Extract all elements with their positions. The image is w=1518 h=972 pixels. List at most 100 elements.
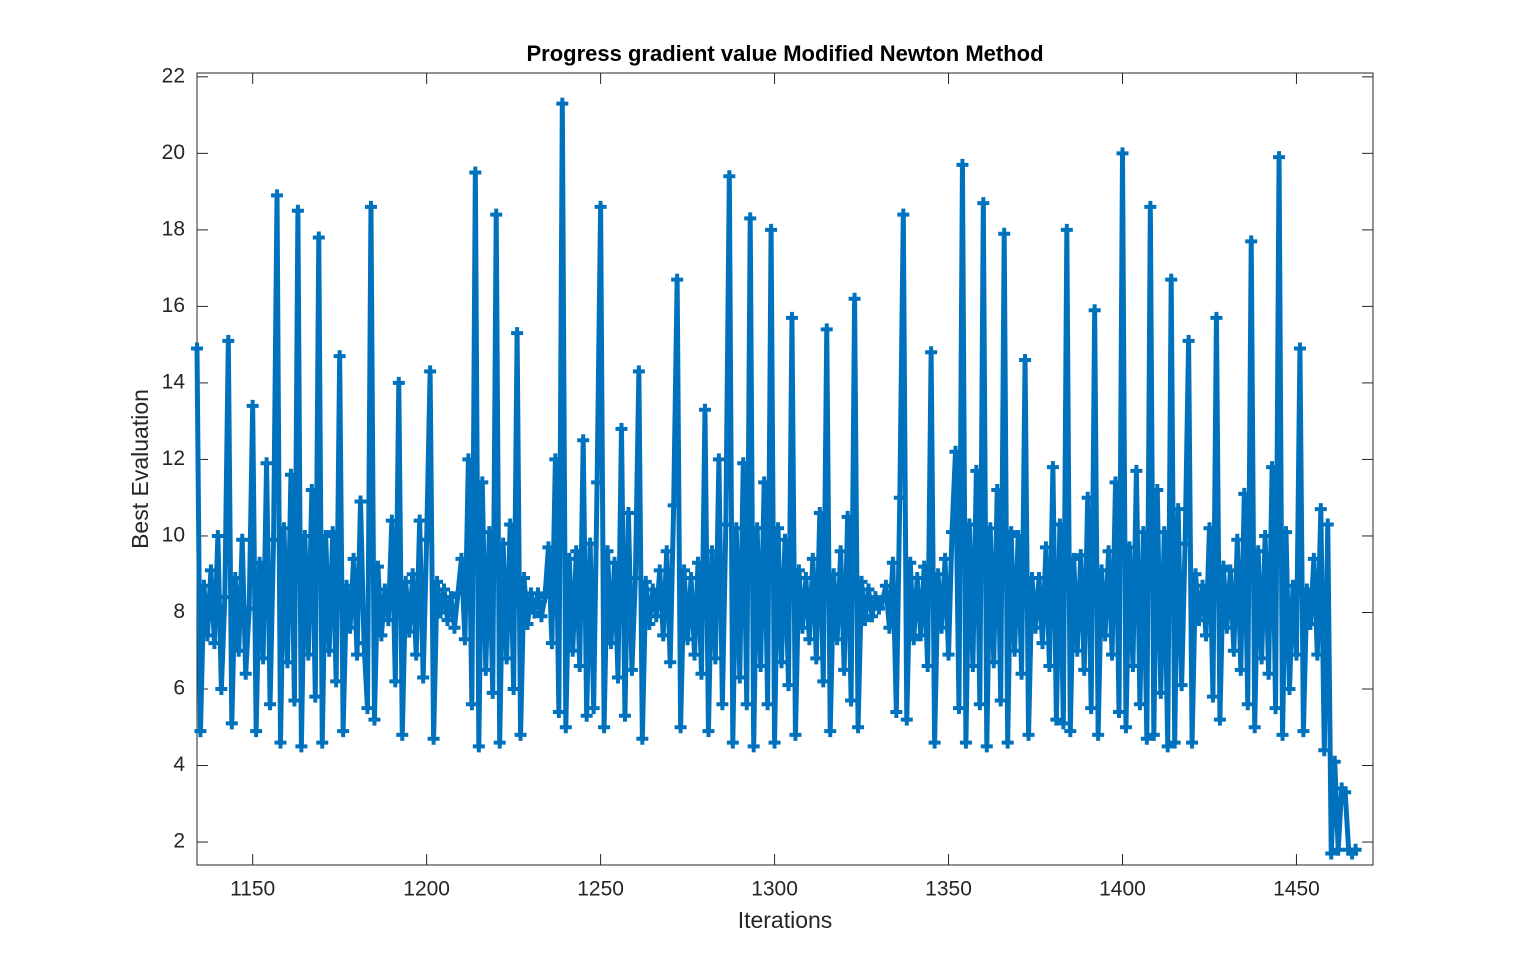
- data-point: [305, 484, 318, 497]
- y-tick-label: 20: [162, 141, 185, 164]
- data-point: [991, 484, 1004, 497]
- data-point: [514, 728, 527, 741]
- data-point: [594, 200, 607, 213]
- data-point: [1276, 728, 1289, 741]
- data-point: [959, 736, 972, 749]
- data-point: [1126, 660, 1139, 673]
- data-point: [277, 522, 290, 535]
- data-point: [897, 208, 910, 221]
- data-line: [194, 101, 1358, 857]
- data-point: [1224, 564, 1237, 577]
- data-point: [1158, 526, 1171, 539]
- data-point: [385, 514, 398, 527]
- data-point: [1182, 334, 1195, 347]
- data-point: [970, 464, 983, 477]
- data-point: [410, 648, 423, 661]
- data-point: [723, 170, 736, 183]
- data-point: [1095, 564, 1108, 577]
- data-point: [1116, 147, 1129, 160]
- data-point: [678, 564, 691, 577]
- data-point: [639, 575, 652, 588]
- data-point: [921, 660, 934, 673]
- data-point: [733, 671, 746, 684]
- data-point: [570, 545, 583, 558]
- y-tick-label: 10: [162, 524, 185, 547]
- data-point: [886, 556, 899, 569]
- data-point: [1252, 545, 1265, 558]
- data-point: [566, 644, 579, 657]
- data-point: [1220, 621, 1233, 634]
- data-point: [1151, 484, 1164, 497]
- data-point: [817, 675, 830, 688]
- data-point: [507, 683, 520, 695]
- data-point: [451, 587, 464, 600]
- y-axis-label: Best Evaluation: [127, 389, 153, 549]
- data-point: [194, 725, 207, 738]
- data-point: [1231, 533, 1244, 546]
- data-point: [1043, 660, 1056, 673]
- data-point: [1255, 652, 1268, 665]
- data-point: [664, 656, 677, 669]
- data-point: [302, 648, 315, 661]
- data-point: [987, 656, 1000, 669]
- data-point: [754, 660, 767, 673]
- data-point: [667, 499, 680, 512]
- y-tick-label: 12: [162, 447, 185, 470]
- data-point: [448, 621, 461, 634]
- data-point: [1175, 679, 1188, 692]
- data-point: [952, 702, 965, 715]
- data-point: [424, 365, 437, 378]
- data-point: [980, 740, 993, 753]
- data-point: [789, 728, 802, 741]
- y-tick-label: 6: [173, 677, 185, 700]
- data-point: [660, 545, 673, 558]
- data-point: [744, 212, 757, 225]
- data-point: [577, 434, 590, 447]
- data-point: [911, 572, 924, 585]
- data-point: [399, 575, 412, 588]
- data-point: [580, 709, 593, 722]
- data-point: [1314, 503, 1327, 516]
- data-point: [469, 166, 482, 179]
- data-point: [1189, 568, 1202, 581]
- data-point: [291, 204, 304, 217]
- data-point: [323, 644, 336, 657]
- data-point: [243, 602, 256, 615]
- data-point: [935, 621, 948, 634]
- data-point: [371, 560, 384, 573]
- data-point: [879, 579, 892, 592]
- data-point: [1102, 545, 1115, 558]
- data-point: [1140, 732, 1153, 745]
- data-point: [486, 686, 499, 699]
- data-point: [465, 698, 478, 711]
- data-point: [1332, 843, 1345, 856]
- data-point: [907, 633, 920, 646]
- data-point: [1032, 572, 1045, 585]
- data-point: [1321, 518, 1334, 531]
- data-point: [841, 510, 854, 523]
- data-point: [1293, 342, 1306, 355]
- data-point: [643, 617, 656, 630]
- data-point: [618, 709, 631, 722]
- data-point: [942, 648, 955, 661]
- data-point: [538, 591, 551, 604]
- data-point: [1078, 663, 1091, 676]
- data-point: [671, 273, 684, 286]
- data-point: [535, 610, 548, 623]
- data-point: [925, 346, 938, 359]
- data-point: [1092, 728, 1105, 741]
- data-point: [785, 311, 798, 324]
- data-point: [653, 564, 666, 577]
- data-point: [792, 564, 805, 577]
- data-point: [796, 621, 809, 634]
- data-point: [834, 545, 847, 558]
- data-point: [389, 675, 402, 688]
- data-point: [358, 637, 371, 650]
- data-point: [719, 518, 732, 531]
- data-point: [918, 560, 931, 573]
- data-point: [705, 545, 718, 558]
- data-point: [956, 158, 969, 171]
- data-point: [281, 656, 294, 669]
- data-point: [1147, 728, 1160, 741]
